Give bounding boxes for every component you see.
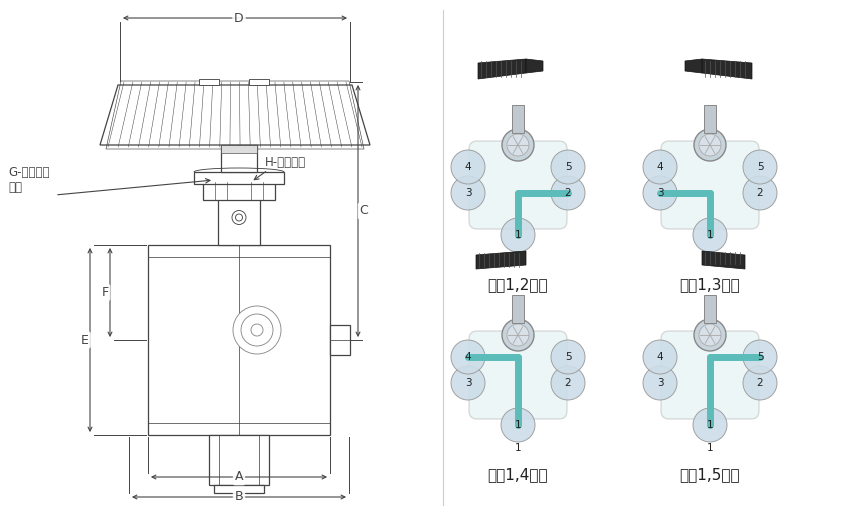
Circle shape (551, 150, 585, 184)
Text: H-面板孔径: H-面板孔径 (265, 157, 306, 169)
Circle shape (451, 366, 485, 400)
Circle shape (232, 211, 246, 225)
Bar (194, 172, 284, 184)
Bar (218, 195, 260, 245)
Bar (704, 105, 716, 133)
Text: 5: 5 (565, 162, 571, 172)
Text: 1: 1 (707, 420, 713, 430)
Circle shape (451, 176, 485, 210)
Circle shape (551, 366, 585, 400)
Bar (203, 182, 275, 200)
Polygon shape (476, 251, 526, 269)
Bar (209, 435, 269, 485)
Text: 2: 2 (757, 188, 764, 198)
Text: 4: 4 (657, 352, 663, 362)
Text: 1: 1 (514, 420, 521, 430)
Circle shape (693, 408, 727, 442)
Text: F: F (101, 286, 108, 299)
Circle shape (233, 306, 281, 354)
Circle shape (643, 366, 677, 400)
Circle shape (507, 324, 529, 346)
Bar (214, 485, 264, 493)
Circle shape (501, 218, 535, 252)
Bar (512, 105, 524, 133)
Circle shape (551, 340, 585, 374)
Polygon shape (478, 59, 526, 79)
Circle shape (743, 176, 777, 210)
Circle shape (699, 134, 721, 156)
Text: 端口1,4连通: 端口1,4连通 (488, 468, 549, 483)
Circle shape (694, 129, 726, 161)
Text: 4: 4 (464, 352, 471, 362)
Text: 1: 1 (707, 253, 713, 263)
Text: 3: 3 (464, 188, 471, 198)
Circle shape (451, 150, 485, 184)
Circle shape (694, 319, 726, 351)
Text: G-最大面板
厚度: G-最大面板 厚度 (8, 166, 50, 194)
FancyBboxPatch shape (469, 141, 567, 229)
Text: 1: 1 (707, 230, 713, 240)
Text: 3: 3 (657, 378, 663, 388)
Polygon shape (526, 59, 543, 73)
FancyBboxPatch shape (661, 331, 759, 419)
Circle shape (643, 176, 677, 210)
Text: 5: 5 (565, 352, 571, 362)
Circle shape (236, 214, 243, 221)
Text: E: E (81, 334, 89, 347)
Text: A: A (235, 471, 243, 484)
Text: 1: 1 (514, 443, 521, 453)
Bar (199, 79, 219, 85)
Circle shape (251, 324, 263, 336)
Polygon shape (685, 59, 702, 73)
Circle shape (502, 319, 534, 351)
Circle shape (502, 129, 534, 161)
Bar (704, 295, 716, 323)
FancyBboxPatch shape (661, 141, 759, 229)
Bar (221, 145, 257, 153)
Text: 2: 2 (565, 378, 571, 388)
Circle shape (643, 150, 677, 184)
Text: 端口1,5连通: 端口1,5连通 (679, 468, 740, 483)
Circle shape (507, 134, 529, 156)
Bar (221, 145, 257, 172)
Circle shape (241, 314, 273, 346)
Text: 2: 2 (757, 378, 764, 388)
Bar (249, 79, 269, 85)
Circle shape (693, 218, 727, 252)
Text: 端口1,2连通: 端口1,2连通 (488, 278, 549, 293)
Text: D: D (234, 11, 244, 25)
Bar (330, 325, 350, 355)
Circle shape (743, 366, 777, 400)
Text: 1: 1 (514, 230, 521, 240)
Circle shape (743, 340, 777, 374)
Text: 2: 2 (565, 188, 571, 198)
Text: B: B (235, 490, 243, 504)
Bar (512, 295, 524, 323)
Text: 4: 4 (657, 162, 663, 172)
Circle shape (501, 408, 535, 442)
Polygon shape (702, 251, 745, 269)
Text: 端口1,3连通: 端口1,3连通 (679, 278, 740, 293)
Text: 1: 1 (707, 443, 713, 453)
Circle shape (551, 176, 585, 210)
Text: 1: 1 (514, 253, 521, 263)
Text: 5: 5 (757, 352, 764, 362)
FancyBboxPatch shape (469, 331, 567, 419)
Circle shape (699, 324, 721, 346)
Text: 5: 5 (757, 162, 764, 172)
Polygon shape (100, 85, 370, 145)
Text: 3: 3 (464, 378, 471, 388)
Circle shape (743, 150, 777, 184)
Text: C: C (359, 204, 368, 217)
Circle shape (451, 340, 485, 374)
Text: 3: 3 (657, 188, 663, 198)
Circle shape (643, 340, 677, 374)
Text: 4: 4 (464, 162, 471, 172)
Polygon shape (702, 59, 752, 79)
Bar (148, 245, 330, 435)
